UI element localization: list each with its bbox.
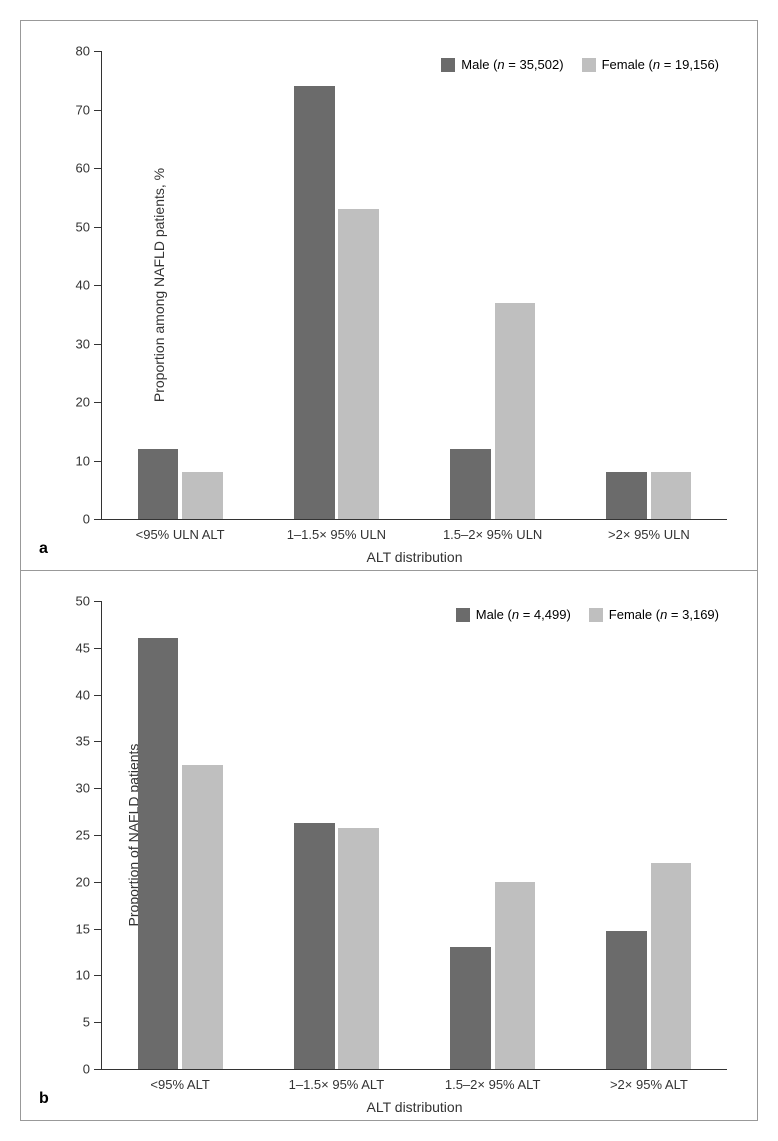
y-tick-label: 10 xyxy=(76,968,90,983)
x-tick-label: >2× 95% ALT xyxy=(610,1077,688,1092)
bar xyxy=(495,882,536,1069)
legend-text: Male (n = 4,499) xyxy=(476,607,571,622)
y-tick-label: 30 xyxy=(76,336,90,351)
y-tick xyxy=(94,285,102,286)
y-tick xyxy=(94,110,102,111)
legend-item: Female (n = 19,156) xyxy=(582,57,719,72)
y-tick-label: 0 xyxy=(83,512,90,527)
y-tick xyxy=(94,344,102,345)
y-tick xyxy=(94,519,102,520)
panel-a: Proportion among NAFLD patients, % ALT d… xyxy=(21,21,757,571)
y-tick xyxy=(94,788,102,789)
figure-container: Proportion among NAFLD patients, % ALT d… xyxy=(20,20,758,1121)
y-tick-label: 45 xyxy=(76,640,90,655)
y-tick-label: 15 xyxy=(76,921,90,936)
x-tick-label: <95% ULN ALT xyxy=(136,527,225,542)
legend-b: Male (n = 4,499) Female (n = 3,169) xyxy=(456,607,719,622)
y-tick xyxy=(94,1069,102,1070)
legend-text: Female (n = 19,156) xyxy=(602,57,719,72)
legend-item: Male (n = 35,502) xyxy=(441,57,563,72)
y-tick xyxy=(94,601,102,602)
y-tick xyxy=(94,402,102,403)
y-tick xyxy=(94,929,102,930)
x-tick-label: <95% ALT xyxy=(150,1077,209,1092)
y-tick-label: 30 xyxy=(76,781,90,796)
bar xyxy=(182,765,223,1069)
y-tick-label: 5 xyxy=(83,1015,90,1030)
chart-a: Proportion among NAFLD patients, % ALT d… xyxy=(101,51,727,520)
panel-label-b: b xyxy=(39,1090,49,1108)
y-tick xyxy=(94,227,102,228)
legend-swatch xyxy=(441,58,455,72)
y-tick-label: 25 xyxy=(76,828,90,843)
panel-label-a: a xyxy=(39,540,48,558)
bar xyxy=(450,947,491,1069)
y-tick xyxy=(94,975,102,976)
panel-b: Proportion of NAFLD patients ALT distrib… xyxy=(21,571,757,1120)
x-axis-title-a: ALT distribution xyxy=(367,549,463,565)
y-tick-label: 50 xyxy=(76,219,90,234)
y-tick xyxy=(94,648,102,649)
y-tick xyxy=(94,882,102,883)
y-tick-label: 80 xyxy=(76,44,90,59)
bar xyxy=(294,86,335,519)
y-axis-title-a: Proportion among NAFLD patients, % xyxy=(151,168,167,402)
x-tick-label: 1–1.5× 95% ALT xyxy=(289,1077,385,1092)
bar xyxy=(651,863,692,1069)
x-tick-label: 1.5–2× 95% ALT xyxy=(445,1077,541,1092)
chart-b: Proportion of NAFLD patients ALT distrib… xyxy=(101,601,727,1070)
bar xyxy=(450,449,491,519)
legend-swatch xyxy=(456,608,470,622)
y-tick xyxy=(94,168,102,169)
bar xyxy=(606,931,647,1069)
y-tick-label: 40 xyxy=(76,278,90,293)
x-tick-label: 1.5–2× 95% ULN xyxy=(443,527,542,542)
y-tick-label: 10 xyxy=(76,453,90,468)
bar xyxy=(495,303,536,519)
legend-item: Male (n = 4,499) xyxy=(456,607,571,622)
legend-swatch xyxy=(582,58,596,72)
y-tick xyxy=(94,741,102,742)
y-tick-label: 35 xyxy=(76,734,90,749)
y-tick-label: 0 xyxy=(83,1062,90,1077)
x-tick-label: 1–1.5× 95% ULN xyxy=(287,527,386,542)
y-tick-label: 20 xyxy=(76,395,90,410)
legend-text: Female (n = 3,169) xyxy=(609,607,719,622)
y-tick xyxy=(94,835,102,836)
legend-item: Female (n = 3,169) xyxy=(589,607,719,622)
y-tick-label: 70 xyxy=(76,102,90,117)
bar xyxy=(138,638,179,1069)
bar xyxy=(651,472,692,519)
x-axis-title-b: ALT distribution xyxy=(367,1099,463,1115)
bar xyxy=(294,823,335,1069)
y-tick xyxy=(94,1022,102,1023)
legend-swatch xyxy=(589,608,603,622)
x-tick-label: >2× 95% ULN xyxy=(608,527,690,542)
bar xyxy=(182,472,223,519)
y-tick-label: 40 xyxy=(76,687,90,702)
legend-a: Male (n = 35,502) Female (n = 19,156) xyxy=(441,57,719,72)
bar xyxy=(606,472,647,519)
y-tick xyxy=(94,695,102,696)
bar xyxy=(138,449,179,519)
y-tick-label: 60 xyxy=(76,161,90,176)
bar xyxy=(338,209,379,519)
bar xyxy=(338,828,379,1069)
y-tick-label: 20 xyxy=(76,874,90,889)
legend-text: Male (n = 35,502) xyxy=(461,57,563,72)
y-tick xyxy=(94,461,102,462)
y-tick xyxy=(94,51,102,52)
y-tick-label: 50 xyxy=(76,594,90,609)
